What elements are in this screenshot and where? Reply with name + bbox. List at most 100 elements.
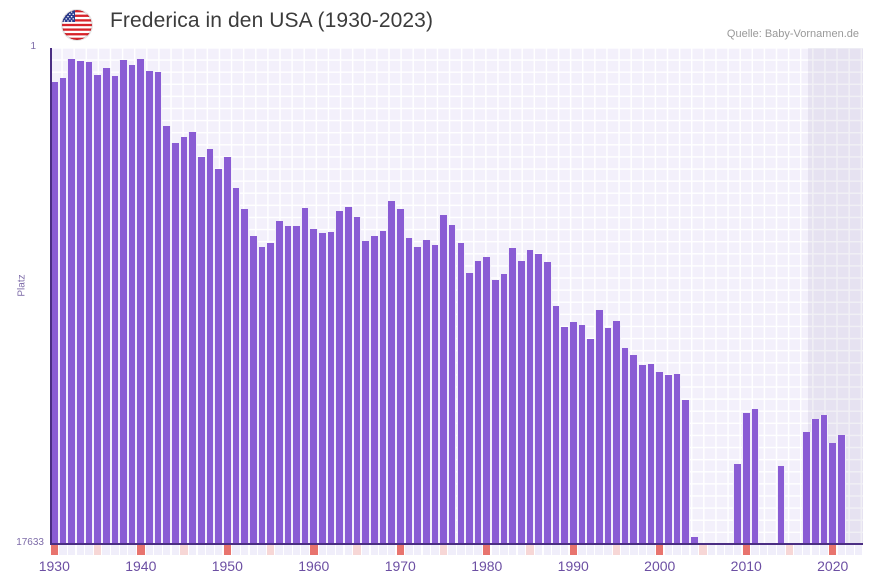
bar-1933[interactable]	[75, 60, 85, 545]
bar-1953[interactable]	[248, 236, 258, 545]
bar-1943[interactable]	[162, 125, 172, 545]
xtick-blank-1948	[206, 545, 214, 555]
bar-1964[interactable]	[344, 207, 353, 545]
bar-2009[interactable]	[733, 464, 742, 545]
bar-1969[interactable]	[387, 201, 396, 545]
bar-2011[interactable]	[750, 409, 760, 545]
bar-2019[interactable]	[819, 415, 829, 545]
bar-1979[interactable]	[473, 260, 483, 545]
bar-1987[interactable]	[542, 262, 552, 545]
xtick-blank-1994	[604, 545, 612, 555]
bar-1940[interactable]	[136, 59, 146, 545]
bar-1960[interactable]	[309, 229, 319, 545]
xtick-blank-2001	[664, 545, 673, 555]
us-flag-icon	[62, 10, 92, 40]
bar-1984[interactable]	[517, 260, 526, 545]
bar-1970[interactable]	[395, 209, 405, 545]
bar-1948[interactable]	[205, 148, 215, 545]
bar-1963[interactable]	[335, 210, 345, 545]
bar-1931[interactable]	[58, 78, 68, 545]
bar-1994[interactable]	[603, 328, 613, 545]
bar-1988[interactable]	[551, 305, 561, 545]
xtick-blank-2002	[673, 545, 681, 555]
bar-2014[interactable]	[776, 466, 786, 545]
bar-1977[interactable]	[456, 242, 466, 545]
bar-2003[interactable]	[681, 399, 690, 545]
bar-1956[interactable]	[274, 221, 284, 545]
bar-1998[interactable]	[638, 365, 647, 545]
x-axis-label-2000: 2000	[644, 558, 676, 574]
bar-1975[interactable]	[439, 214, 448, 545]
bar-1990[interactable]	[568, 322, 578, 545]
bar-2001[interactable]	[664, 375, 673, 545]
bar-2020[interactable]	[828, 442, 838, 545]
bar-1942[interactable]	[153, 72, 163, 545]
xtick-blank-1981	[491, 545, 500, 555]
xtick-minor-1935	[93, 545, 102, 555]
bar-1941[interactable]	[145, 70, 154, 545]
bar-1965[interactable]	[352, 217, 362, 545]
bar-2002[interactable]	[672, 373, 682, 545]
bar-1936[interactable]	[101, 68, 111, 545]
bar-1999[interactable]	[646, 363, 656, 545]
bar-1968[interactable]	[378, 231, 388, 545]
bar-1974[interactable]	[430, 245, 440, 545]
bar-1976[interactable]	[447, 225, 457, 545]
page-title: Frederica in den USA (1930-2023)	[110, 9, 434, 32]
bar-1986[interactable]	[534, 254, 543, 545]
bar-1992[interactable]	[586, 339, 595, 545]
bar-1939[interactable]	[127, 64, 137, 545]
bar-1978[interactable]	[465, 273, 474, 545]
xtick-major-1990	[569, 545, 577, 555]
xtick-blank-1984	[517, 545, 526, 555]
bar-2021[interactable]	[837, 434, 846, 545]
bar-1946[interactable]	[188, 131, 198, 545]
bar-1962[interactable]	[326, 232, 336, 545]
bar-1957[interactable]	[283, 225, 293, 545]
xtick-blank-1992	[586, 545, 595, 555]
bar-1967[interactable]	[370, 236, 379, 545]
bar-1937[interactable]	[110, 76, 120, 545]
bar-1973[interactable]	[421, 240, 431, 545]
bar-1961[interactable]	[318, 233, 327, 545]
bar-1993[interactable]	[594, 309, 604, 545]
bar-1935[interactable]	[93, 74, 102, 545]
bar-1959[interactable]	[300, 207, 310, 545]
bar-1945[interactable]	[179, 136, 189, 545]
bar-1980[interactable]	[482, 256, 492, 545]
bar-1949[interactable]	[214, 168, 223, 545]
xtick-blank-2017	[803, 545, 811, 555]
bar-1981[interactable]	[491, 279, 500, 545]
bar-1985[interactable]	[525, 249, 535, 545]
bar-1954[interactable]	[257, 247, 267, 545]
bar-1932[interactable]	[67, 59, 76, 545]
bar-1952[interactable]	[240, 209, 249, 545]
bar-1955[interactable]	[266, 243, 275, 545]
bar-1951[interactable]	[231, 187, 241, 545]
bar-1972[interactable]	[413, 247, 422, 545]
bar-series	[50, 48, 863, 545]
bar-1997[interactable]	[629, 354, 639, 545]
bar-1983[interactable]	[508, 248, 518, 545]
bar-1947[interactable]	[197, 157, 206, 545]
bar-2018[interactable]	[811, 418, 820, 545]
bar-1982[interactable]	[499, 274, 509, 545]
bar-1958[interactable]	[292, 225, 301, 545]
bar-1938[interactable]	[119, 60, 128, 545]
bar-2017[interactable]	[802, 432, 812, 545]
xtick-blank-1934	[85, 545, 93, 555]
bar-1995[interactable]	[612, 320, 621, 545]
bar-2000[interactable]	[655, 372, 665, 545]
bar-1996[interactable]	[620, 347, 630, 545]
xtick-blank-1942	[154, 545, 162, 555]
bar-1966[interactable]	[361, 240, 370, 545]
bar-1934[interactable]	[84, 62, 94, 545]
bar-1989[interactable]	[560, 326, 569, 545]
bar-1950[interactable]	[222, 156, 232, 545]
bar-2010[interactable]	[741, 413, 751, 545]
bar-1944[interactable]	[171, 143, 180, 545]
bar-1971[interactable]	[404, 238, 414, 545]
xtick-blank-1991	[578, 545, 586, 555]
bar-1991[interactable]	[577, 325, 587, 545]
bar-2004[interactable]	[690, 536, 699, 545]
